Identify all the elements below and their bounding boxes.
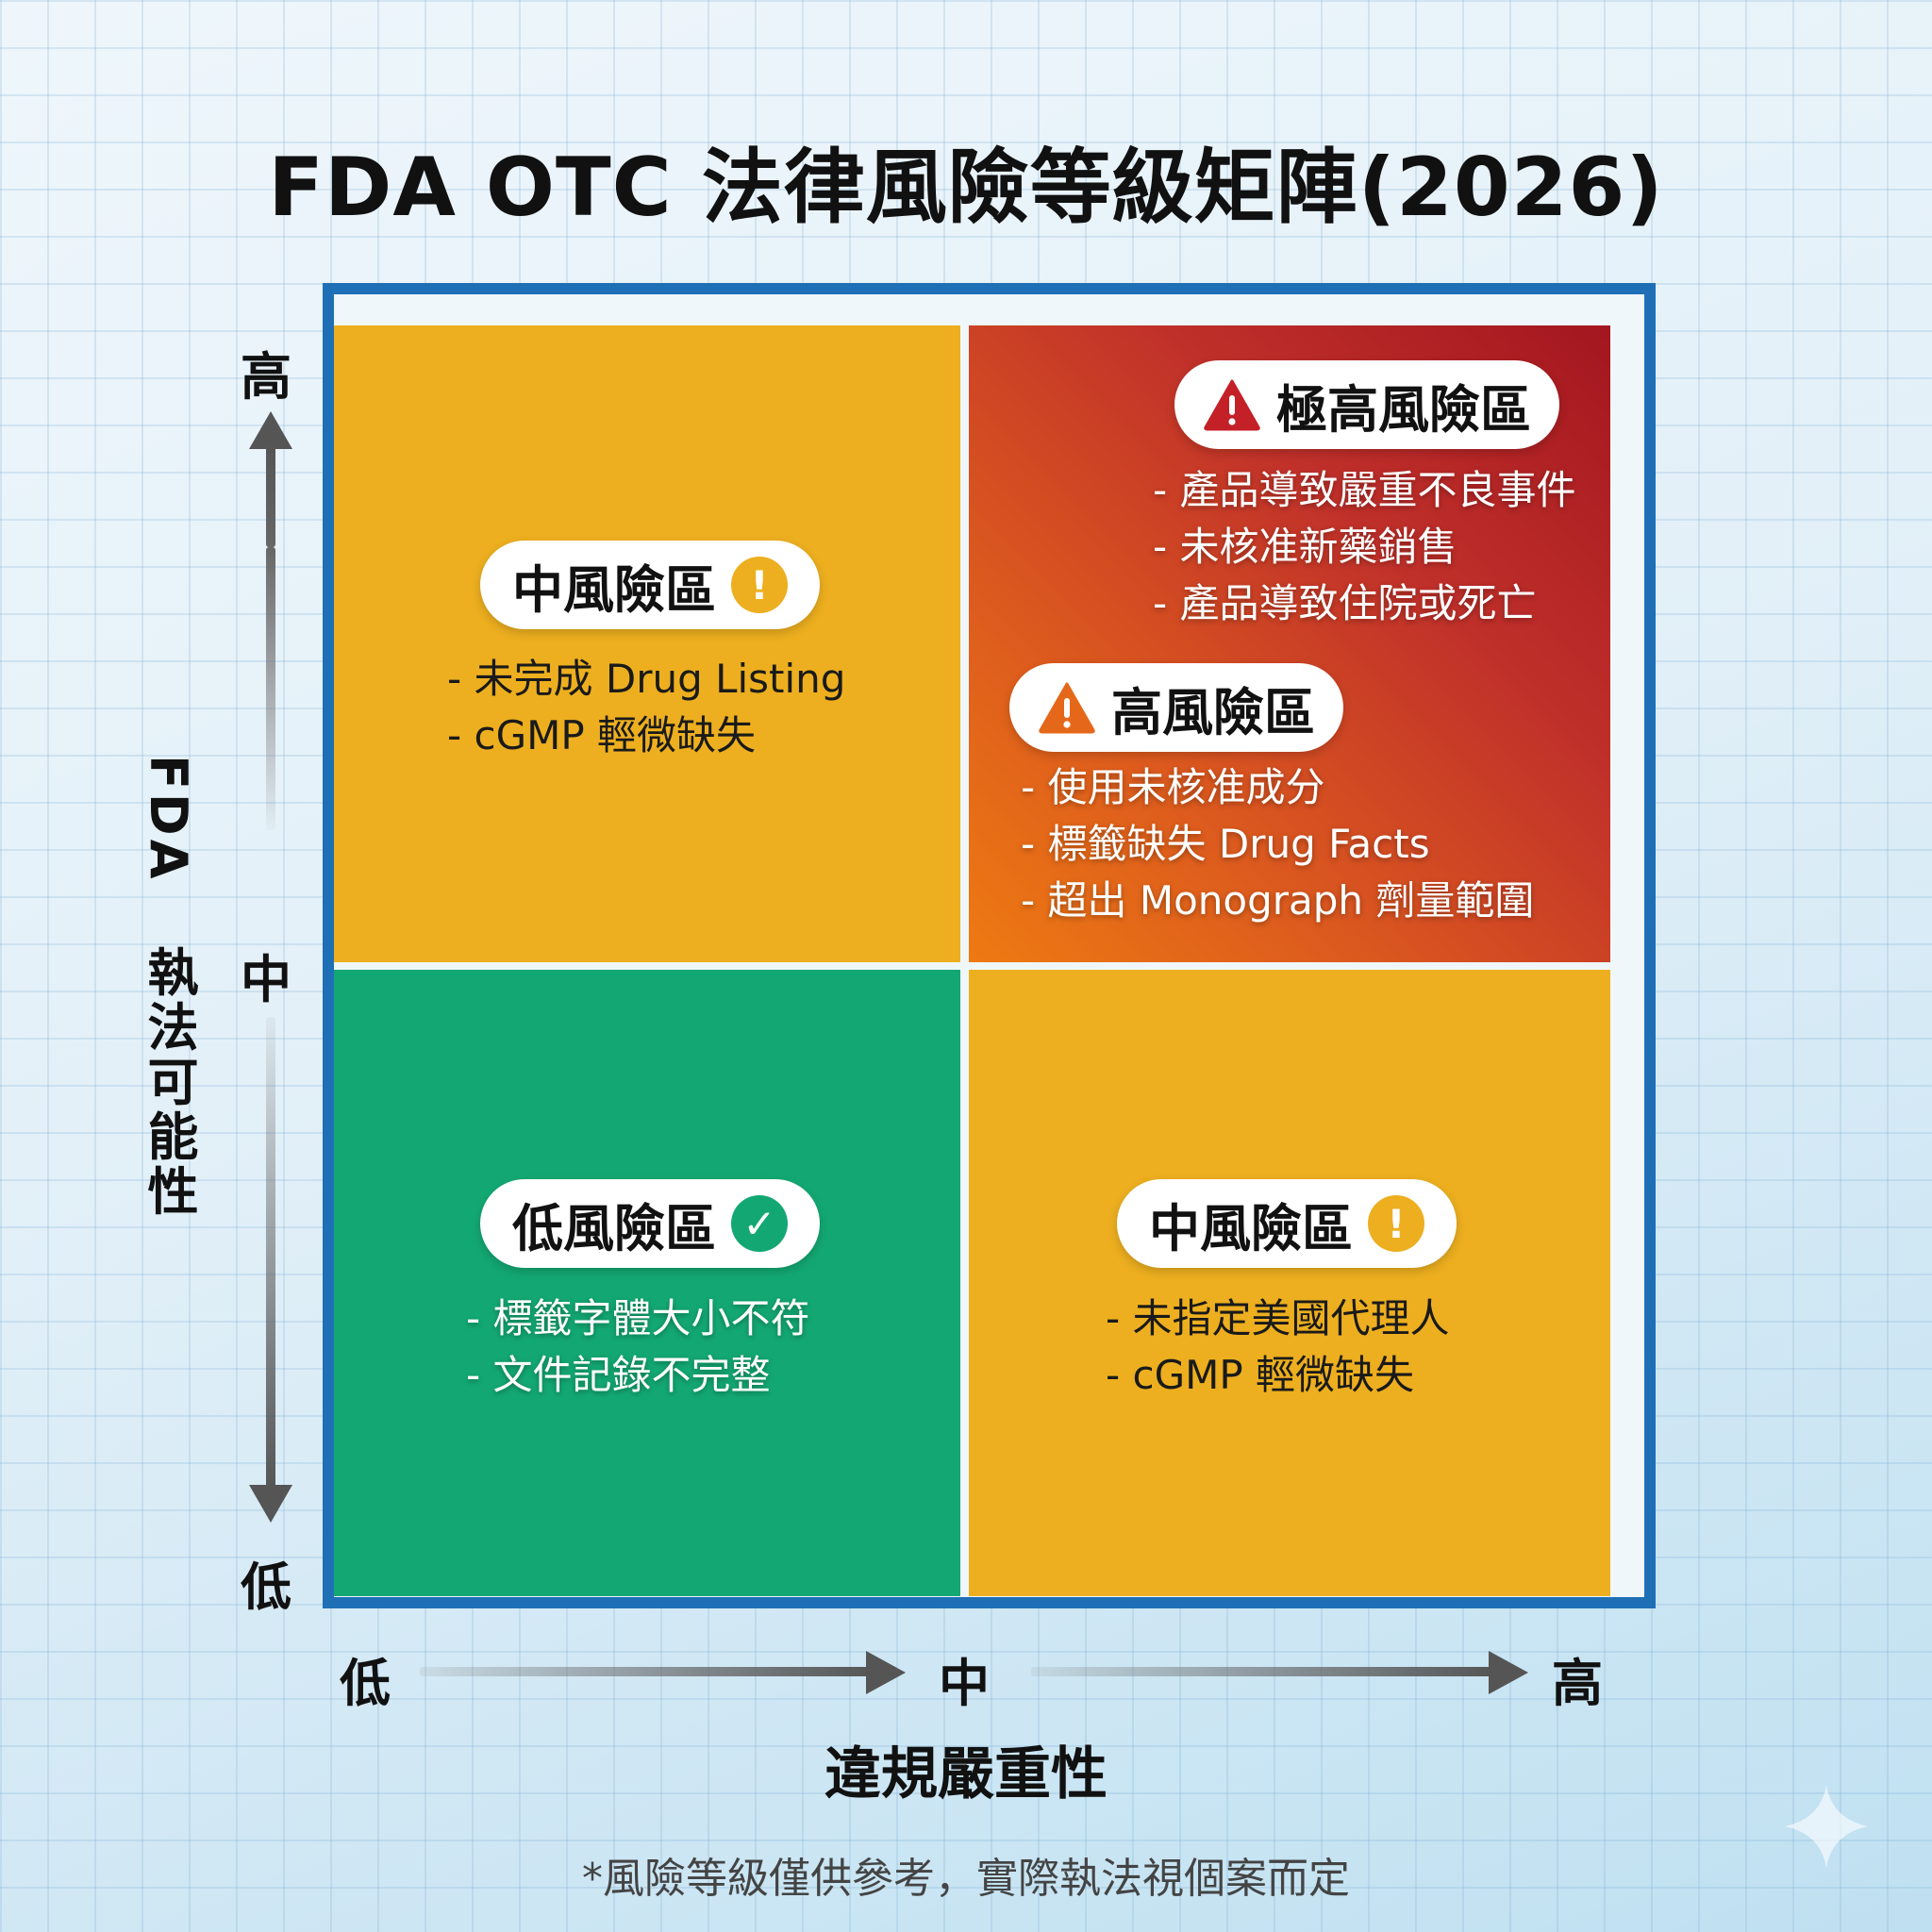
- zone-items: - 使用未核准成分 - 標籤缺失 Drug Facts - 超出 Monogra…: [1021, 759, 1534, 929]
- quadrant-top-left-medium: 中風險區 ! - 未完成 Drug Listing - cGMP 輕微缺失: [334, 325, 960, 962]
- x-axis-line-left: [420, 1667, 873, 1676]
- zone-label: 低風險區: [512, 1198, 716, 1258]
- list-item: - 使用未核准成分: [1021, 764, 1325, 810]
- quadrant-bottom-left-low: 低風險區 ✓ - 標籤字體大小不符 - 文件記錄不完整: [334, 970, 960, 1596]
- zone-items: - 未指定美國代理人 - cGMP 輕微缺失: [1106, 1291, 1450, 1404]
- zone-badge-low: 低風險區 ✓: [480, 1179, 820, 1268]
- exclamation-circle-icon: !: [1368, 1195, 1424, 1252]
- footnote: *風險等級僅供參考，實際執法視個案而定: [582, 1855, 1350, 1903]
- arrow-up-icon: [249, 411, 292, 449]
- x-axis-high-label: 高: [1552, 1654, 1603, 1713]
- arrow-down-icon: [249, 1485, 292, 1523]
- list-item: - 超出 Monograph 劑量範圍: [1021, 877, 1535, 924]
- zone-badge-medium: 中風險區 !: [1117, 1179, 1457, 1268]
- y-axis-line-upper-fade: [266, 547, 275, 830]
- warning-triangle-icon: [1204, 379, 1260, 431]
- warning-triangle-icon: [1039, 682, 1095, 734]
- y-axis-line-upper: [266, 443, 275, 547]
- zone-items: - 標籤字體大小不符 - 文件記錄不完整: [466, 1291, 810, 1404]
- zone-items: - 產品導致嚴重不良事件 - 未核准新藥銷售 - 產品導致住院或死亡: [1153, 462, 1576, 632]
- arrow-right-icon: [866, 1651, 906, 1694]
- y-axis-mid-label: 中: [241, 950, 291, 1009]
- list-item: - 產品導致嚴重不良事件: [1153, 467, 1576, 513]
- arrow-right-icon: [1489, 1651, 1528, 1694]
- y-axis-low-label: 低: [241, 1557, 291, 1617]
- quadrant-top-right-high: 極高風險區 - 產品導致嚴重不良事件 - 未核准新藥銷售 - 產品導致住院或死亡…: [969, 325, 1610, 962]
- zone-label: 中風險區: [512, 559, 716, 620]
- y-axis-high-label: 高: [241, 347, 291, 407]
- y-axis-title: FDA 執法可能性: [139, 755, 215, 1220]
- list-item: - cGMP 輕微缺失: [1106, 1352, 1415, 1398]
- list-item: - 產品導致住院或死亡: [1153, 580, 1537, 626]
- list-item: - cGMP 輕微缺失: [447, 712, 757, 758]
- list-item: - 標籤缺失 Drug Facts: [1021, 821, 1430, 867]
- y-axis-title-latin: FDA: [139, 755, 198, 883]
- page-title: FDA OTC 法律風險等級矩陣(2026): [268, 141, 1664, 235]
- check-circle-icon: ✓: [731, 1195, 788, 1252]
- sparkle-icon: [1785, 1785, 1868, 1868]
- quadrant-bottom-right-medium: 中風險區 ! - 未指定美國代理人 - cGMP 輕微缺失: [969, 970, 1610, 1596]
- list-item: - 未核准新藥銷售: [1153, 524, 1457, 570]
- list-item: - 文件記錄不完整: [466, 1352, 771, 1398]
- x-axis-mid-label: 中: [939, 1654, 990, 1713]
- list-item: - 未完成 Drug Listing: [447, 656, 846, 702]
- y-axis-title-cjk: 執法可能性: [139, 945, 198, 1220]
- list-item: - 標籤字體大小不符: [466, 1295, 810, 1341]
- zone-label: 中風險區: [1149, 1198, 1353, 1258]
- x-axis-line-right: [1031, 1667, 1493, 1676]
- x-axis-title: 違規嚴重性: [824, 1741, 1108, 1807]
- zone-badge-extreme: 極高風險區: [1174, 360, 1559, 449]
- zone-badge-high: 高風險區: [1009, 663, 1343, 752]
- x-axis-low-label: 低: [340, 1654, 391, 1713]
- list-item: - 未指定美國代理人: [1106, 1295, 1450, 1341]
- exclamation-circle-icon: !: [731, 557, 788, 613]
- zone-badge-medium: 中風險區 !: [480, 541, 820, 629]
- zone-items: - 未完成 Drug Listing - cGMP 輕微缺失: [447, 651, 845, 764]
- zone-label: 高風險區: [1111, 682, 1315, 742]
- y-axis-line-lower: [266, 1017, 275, 1489]
- zone-label: 極高風險區: [1276, 379, 1531, 440]
